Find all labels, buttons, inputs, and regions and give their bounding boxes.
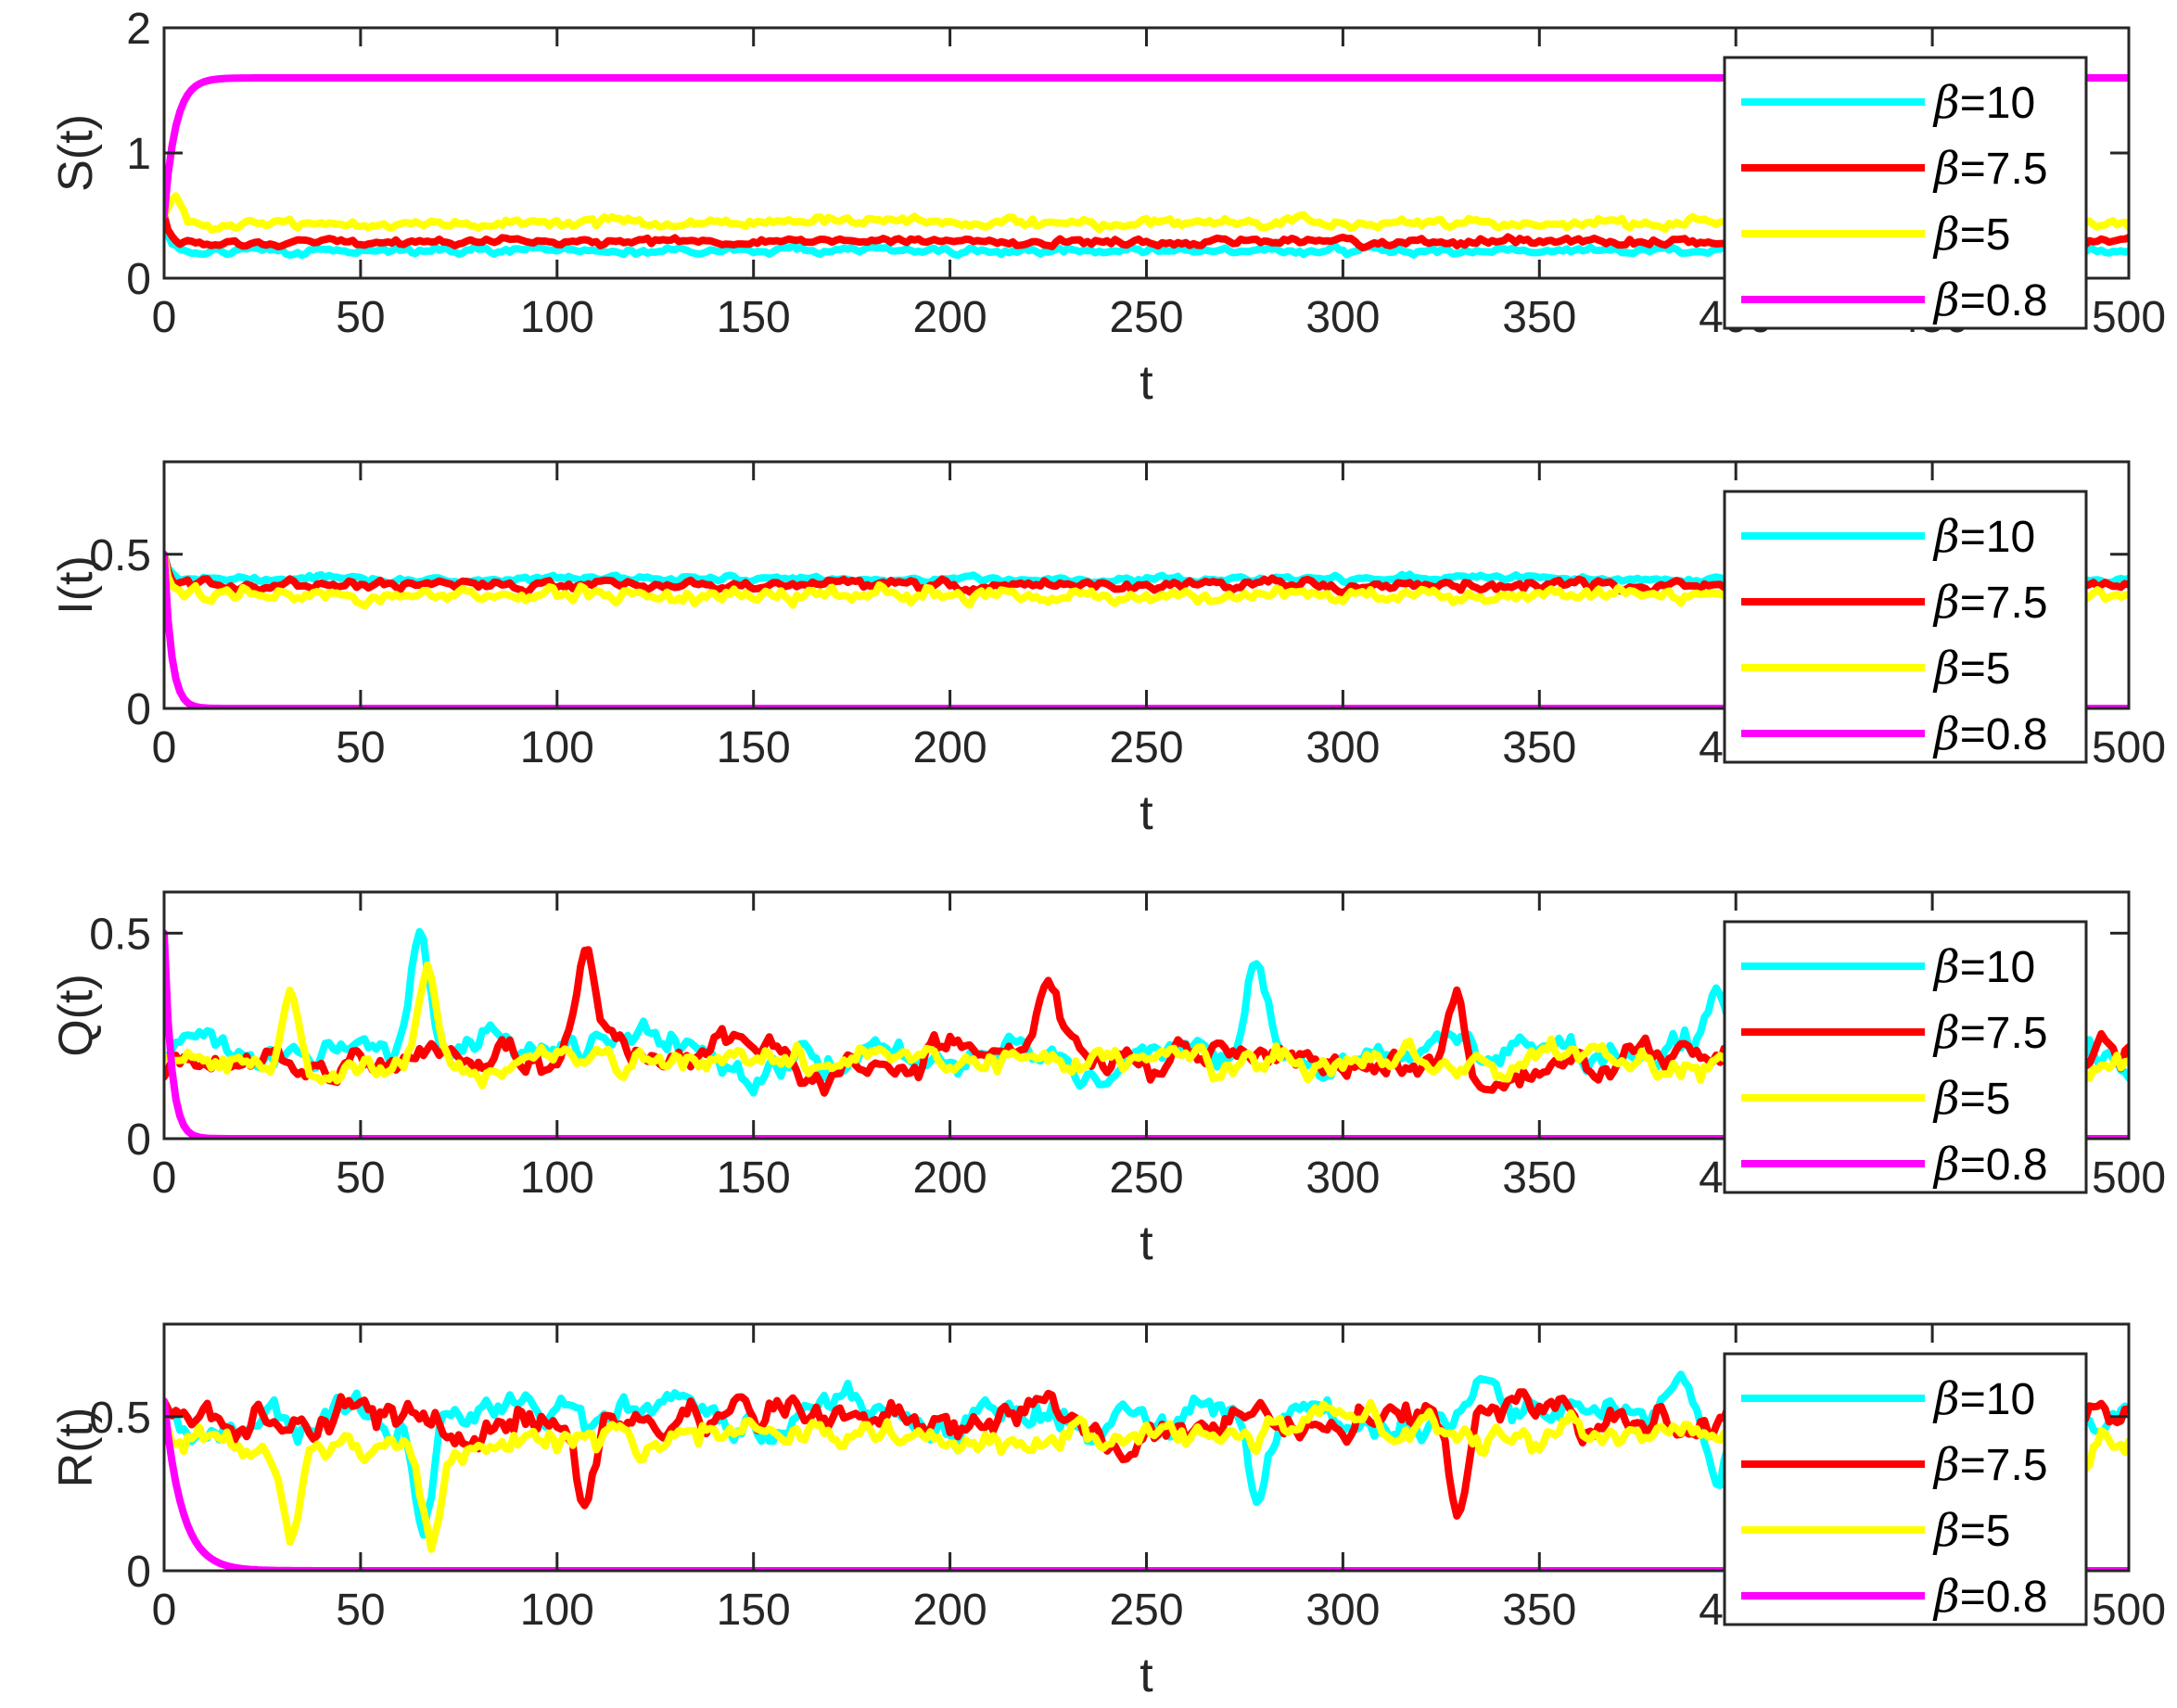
x-tick-label: 200 xyxy=(913,293,987,342)
subplot-3: 05010015020025030035040045050000.5tQ(t)β… xyxy=(49,890,2166,1270)
y-tick-label: 0.5 xyxy=(89,531,151,580)
legend-label: β=7.5 xyxy=(1932,143,2048,195)
x-tick-label: 500 xyxy=(2092,293,2166,342)
legend-label: β=5 xyxy=(1932,643,2010,695)
legend-label: β=10 xyxy=(1932,511,2035,563)
x-tick-label: 0 xyxy=(152,1154,177,1203)
legend-label: β=5 xyxy=(1932,1505,2010,1557)
legend-label: β=7.5 xyxy=(1932,1007,2048,1059)
x-tick-label: 300 xyxy=(1305,1154,1380,1203)
x-tick-label: 0 xyxy=(152,1586,177,1635)
y-tick-label: 0 xyxy=(126,685,151,734)
legend: β=10 β=7.5 β=5 β=0.8 xyxy=(1723,920,2088,1194)
y-tick-label: 0 xyxy=(126,1115,151,1165)
subplot-4: 05010015020025030035040045050000.5tR(t)β… xyxy=(49,1322,2166,1702)
x-tick-label: 0 xyxy=(152,723,177,772)
x-axis-label: t xyxy=(1139,1217,1153,1270)
x-tick-label: 150 xyxy=(717,1154,791,1203)
subplot-2: 05010015020025030035040045050000.5tI(t)β… xyxy=(49,460,2166,840)
legend-label: β=7.5 xyxy=(1932,577,2048,629)
y-tick-label: 1 xyxy=(126,130,151,179)
x-tick-label: 300 xyxy=(1305,293,1380,342)
y-axis-label: S(t) xyxy=(49,114,103,192)
x-axis-label: t xyxy=(1139,786,1153,840)
legend-label: β=0.8 xyxy=(1932,274,2048,326)
y-tick-label: 0.5 xyxy=(89,1394,151,1443)
x-tick-label: 50 xyxy=(336,723,385,772)
x-tick-label: 300 xyxy=(1305,1586,1380,1635)
x-tick-label: 100 xyxy=(520,723,594,772)
legend-label: β=0.8 xyxy=(1932,1571,2048,1623)
legend-label: β=7.5 xyxy=(1932,1439,2048,1491)
x-tick-label: 150 xyxy=(717,293,791,342)
x-tick-label: 250 xyxy=(1109,1586,1183,1635)
x-tick-label: 250 xyxy=(1109,1154,1183,1203)
legend-label: β=0.8 xyxy=(1932,708,2048,760)
subplot-1: 050100150200250300350400450500012tS(t)β=… xyxy=(49,5,2166,410)
x-tick-label: 50 xyxy=(336,293,385,342)
y-tick-label: 0 xyxy=(126,255,151,304)
y-axis-label: R(t) xyxy=(49,1408,103,1488)
x-tick-label: 350 xyxy=(1502,1586,1576,1635)
x-tick-label: 350 xyxy=(1502,723,1576,772)
y-tick-label: 2 xyxy=(126,5,151,54)
x-tick-label: 50 xyxy=(336,1154,385,1203)
x-tick-label: 250 xyxy=(1109,723,1183,772)
x-tick-label: 150 xyxy=(717,723,791,772)
x-axis-label: t xyxy=(1139,1649,1153,1702)
x-tick-label: 350 xyxy=(1502,293,1576,342)
y-axis-label: Q(t) xyxy=(49,974,103,1057)
legend: β=10 β=7.5 β=5 β=0.8 xyxy=(1723,490,2088,764)
y-tick-label: 0.5 xyxy=(89,910,151,959)
legend: β=10 β=7.5 β=5 β=0.8 xyxy=(1723,1352,2088,1626)
x-axis-label: t xyxy=(1139,356,1153,410)
x-tick-label: 200 xyxy=(913,1154,987,1203)
x-tick-label: 500 xyxy=(2092,1154,2166,1203)
legend-label: β=10 xyxy=(1932,1373,2035,1425)
x-tick-label: 200 xyxy=(913,1586,987,1635)
x-tick-label: 500 xyxy=(2092,723,2166,772)
x-tick-label: 100 xyxy=(520,293,594,342)
x-tick-label: 300 xyxy=(1305,723,1380,772)
x-tick-label: 100 xyxy=(520,1586,594,1635)
x-tick-label: 500 xyxy=(2092,1586,2166,1635)
x-tick-label: 250 xyxy=(1109,293,1183,342)
legend-label: β=10 xyxy=(1932,941,2035,993)
x-tick-label: 350 xyxy=(1502,1154,1576,1203)
x-tick-label: 50 xyxy=(336,1586,385,1635)
legend-label: β=0.8 xyxy=(1932,1139,2048,1191)
x-tick-label: 150 xyxy=(717,1586,791,1635)
x-tick-label: 100 xyxy=(520,1154,594,1203)
legend-label: β=5 xyxy=(1932,1073,2010,1125)
legend-label: β=10 xyxy=(1932,77,2035,129)
x-tick-label: 0 xyxy=(152,293,177,342)
x-tick-label: 200 xyxy=(913,723,987,772)
legend-label: β=5 xyxy=(1932,209,2010,261)
y-tick-label: 0 xyxy=(126,1548,151,1597)
y-axis-label: I(t) xyxy=(49,555,103,615)
legend: β=10 β=7.5 β=5 β=0.8 xyxy=(1723,56,2088,330)
